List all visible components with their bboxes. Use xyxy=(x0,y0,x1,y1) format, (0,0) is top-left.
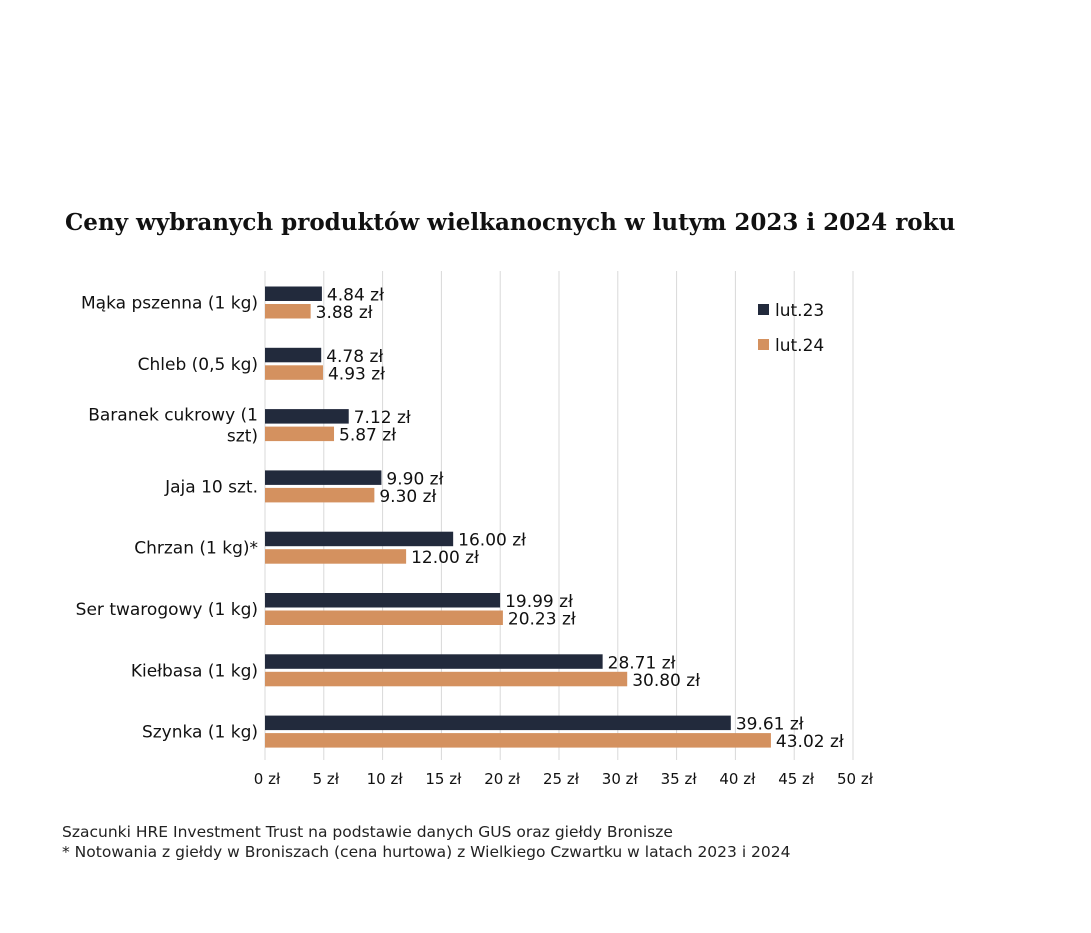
x-tick-label: 30 zł xyxy=(602,770,639,788)
data-label: 4.84 zł xyxy=(327,286,384,306)
data-label: 9.30 zł xyxy=(379,487,436,507)
category-label: Szynka (1 kg) xyxy=(142,723,258,743)
data-label: 43.02 zł xyxy=(776,732,844,752)
data-label: 16.00 zł xyxy=(458,531,526,551)
x-tick-label: 40 zł xyxy=(719,770,756,788)
data-label: 30.80 zł xyxy=(632,671,700,691)
footnotes: Szacunki HRE Investment Trust na podstaw… xyxy=(62,822,791,862)
bar-lut-24 xyxy=(265,426,335,442)
bar-lut-24 xyxy=(265,487,375,503)
data-labels: 4.84 zł3.88 zł 4.78 zł4.93 zł 7.12 zł5.87 … xyxy=(316,286,844,753)
bar-lut-24 xyxy=(265,671,628,687)
bar-lut-23 xyxy=(265,286,322,301)
bar-lut-23 xyxy=(265,470,382,485)
asterisk-note: * Notowania z giełdy w Broniszach (cena … xyxy=(62,843,791,861)
category-labels: Mąka pszenna (1 kg) Chleb (0,5 kg) Baranek… xyxy=(76,294,258,743)
category-label: Chleb (0,5 kg) xyxy=(138,355,258,375)
bar-lut-23 xyxy=(265,593,501,608)
data-label: 3.88 zł xyxy=(316,303,373,323)
bar-lut-24 xyxy=(265,610,503,625)
data-label: 5.87 zł xyxy=(339,426,396,446)
bar-lut-23 xyxy=(265,409,349,424)
x-tick-label: 45 zł xyxy=(778,770,815,788)
data-label: 19.99 zł xyxy=(505,592,573,612)
bar-lut-24 xyxy=(265,733,771,748)
bar-lut-24 xyxy=(265,365,323,380)
gridlines xyxy=(264,271,854,760)
category-label: Chrzan (1 kg)* xyxy=(134,539,258,559)
x-tick-label: 15 zł xyxy=(425,770,462,788)
bar-lut-24 xyxy=(265,304,311,319)
data-label: 7.12 zł xyxy=(354,408,411,428)
category-label: Ser twarogowy (1 kg) xyxy=(76,600,258,620)
source-note: Szacunki HRE Investment Trust na podstaw… xyxy=(62,823,673,841)
data-label: 4.93 zł xyxy=(328,364,385,384)
bars xyxy=(265,286,771,748)
x-tick-label: 5 zł xyxy=(313,770,340,788)
chart-title: Ceny wybranych produktów wielkanocnych w… xyxy=(65,209,956,236)
legend-swatch xyxy=(758,304,769,315)
data-label: 9.90 zł xyxy=(386,469,443,489)
x-axis-ticks: 0 zł 5 zł 10 zł 15 zł 20 zł 25 zł 30 zł 35 zł 40… xyxy=(254,770,874,788)
data-label: 20.23 zł xyxy=(508,610,576,630)
data-label: 12.00 zł xyxy=(411,548,479,568)
x-tick-label: 0 zł xyxy=(254,770,281,788)
bar-lut-24 xyxy=(265,549,407,564)
bar-lut-23 xyxy=(265,347,322,363)
data-label: 39.61 zł xyxy=(736,715,804,735)
x-tick-label: 20 zł xyxy=(484,770,521,788)
legend-swatch xyxy=(758,339,769,350)
legend: lut.23 lut.24 xyxy=(758,301,824,356)
category-label: Baranek cukrowy (1 szt) xyxy=(88,406,258,447)
bar-lut-23 xyxy=(265,531,454,547)
x-tick-label: 35 zł xyxy=(661,770,698,788)
data-label: 4.78 zł xyxy=(326,347,383,367)
bar-lut-23 xyxy=(265,715,731,731)
legend-label: lut.23 xyxy=(775,301,824,321)
x-tick-label: 50 zł xyxy=(837,770,874,788)
x-tick-label: 25 zł xyxy=(543,770,580,788)
data-label: 28.71 zł xyxy=(608,653,676,673)
x-tick-label: 10 zł xyxy=(367,770,404,788)
bar-lut-23 xyxy=(265,654,603,669)
category-label: Kiełbasa (1 kg) xyxy=(131,661,258,681)
category-label: Jaja 10 szt. xyxy=(164,477,258,497)
legend-label: lut.24 xyxy=(775,336,824,356)
category-label: Mąka pszenna (1 kg) xyxy=(81,294,258,314)
